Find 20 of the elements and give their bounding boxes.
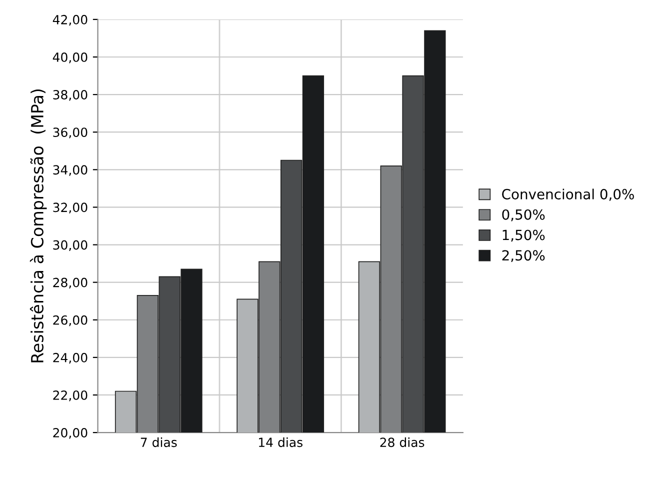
- legend-label: Convencional 0,0%: [502, 188, 634, 201]
- legend-label: 1,50%: [502, 230, 545, 242]
- y-tick-label: 30,00: [53, 240, 88, 251]
- x-tick-label: 28 dias: [380, 437, 424, 448]
- y-tick-label: 32,00: [53, 202, 88, 214]
- y-tick-label: 22,00: [53, 390, 88, 402]
- x-tick-label: 7 dias: [140, 437, 177, 448]
- y-tick-label: 24,00: [53, 352, 88, 364]
- y-tick-label: 38,00: [53, 90, 88, 101]
- y-tick-label: 42,00: [52, 14, 88, 26]
- y-tick-label: 26,00: [53, 315, 88, 326]
- x-tick-label: 14 dias: [259, 437, 302, 448]
- y-tick-label: 36,00: [53, 128, 88, 138]
- legend-label: 2,50%: [502, 250, 545, 262]
- y-tick-label: 40,00: [52, 52, 88, 64]
- y-tick-label: 28,00: [53, 278, 88, 289]
- y-tick-label: 20,00: [53, 428, 88, 439]
- y-tick-label: 34,00: [53, 165, 88, 176]
- y-axis-title: Resistência à Compressão (MPa): [30, 89, 47, 362]
- legend-label: 0,50%: [502, 209, 545, 222]
